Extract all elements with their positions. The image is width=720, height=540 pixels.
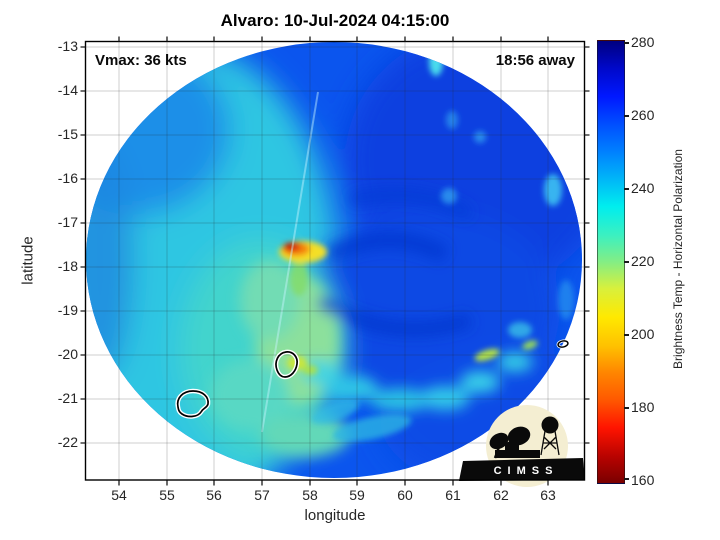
colorbar-tick [624, 42, 629, 44]
y-tick-label: -14 [57, 82, 78, 98]
satellite-dish-icon [489, 432, 509, 450]
x-tick-label: 54 [111, 487, 127, 503]
y-tick-label: -20 [57, 346, 78, 362]
satellite-dish-icon-2 [507, 426, 531, 446]
x-tick-label: 58 [302, 487, 318, 503]
colorbar-tick [624, 407, 629, 409]
logo-banner [459, 458, 585, 481]
y-tick-label: -18 [57, 258, 78, 274]
colorbar-tick-label: 220 [631, 253, 655, 269]
x-tick-label: 60 [397, 487, 413, 503]
x-tick-label: 55 [159, 487, 175, 503]
water-tower-icon [540, 430, 560, 456]
page-title: Alvaro: 10-Jul-2024 04:15:00 [220, 11, 450, 30]
x-tick-label: 57 [254, 487, 270, 503]
y-tick-label: -19 [57, 302, 78, 318]
cimss-logo: CIMSS [459, 405, 585, 487]
axes-box [84, 40, 586, 481]
colorbar-tick-label: 200 [631, 326, 655, 342]
x-tick-label: 63 [540, 487, 556, 503]
colorbar-tick [624, 115, 629, 117]
colorbar-axis-label: Brightness Temp - Horizontal Polarizatio… [671, 149, 685, 369]
colorbar-tick-label: 160 [631, 472, 655, 488]
y-tick-label: -15 [57, 126, 78, 142]
time-away-annotation: 18:56 away [495, 52, 575, 69]
colorbar-tick [624, 478, 629, 480]
vmax-annotation: Vmax: 36 kts [95, 52, 187, 69]
contour-east-edge [557, 340, 569, 348]
x-tick-label: 62 [493, 487, 509, 503]
y-tick-label: -17 [57, 214, 78, 230]
colorbar-tick [624, 261, 629, 263]
temperature-contours [175, 339, 570, 419]
contour-west [176, 390, 209, 418]
contour-center [275, 351, 298, 378]
y-tick-label: -16 [57, 170, 78, 186]
water-tower-tank [541, 416, 559, 434]
colorbar-tick-label: 260 [631, 107, 655, 123]
x-tick-label: 59 [349, 487, 365, 503]
y-tick-label: -22 [57, 434, 78, 450]
swath-seam-line [261, 91, 319, 433]
colorbar [597, 40, 625, 484]
colorbar-tick-label: 280 [631, 34, 655, 50]
x-tick-label: 61 [445, 487, 461, 503]
y-tick-label: -13 [57, 38, 78, 54]
y-axis-label: latitude [19, 236, 37, 285]
logo-text: CIMSS [494, 465, 559, 477]
x-axis-label: longitude [304, 507, 366, 524]
colorbar-tick [624, 334, 629, 336]
axis-tick-marks [80, 36, 590, 486]
colorbar-tick-label: 240 [631, 180, 655, 196]
x-tick-label: 56 [206, 487, 222, 503]
building-silhouette [495, 441, 540, 458]
colorbar-tick [624, 188, 629, 190]
y-tick-label: -21 [57, 390, 78, 406]
colorbar-tick-label: 180 [631, 399, 655, 415]
